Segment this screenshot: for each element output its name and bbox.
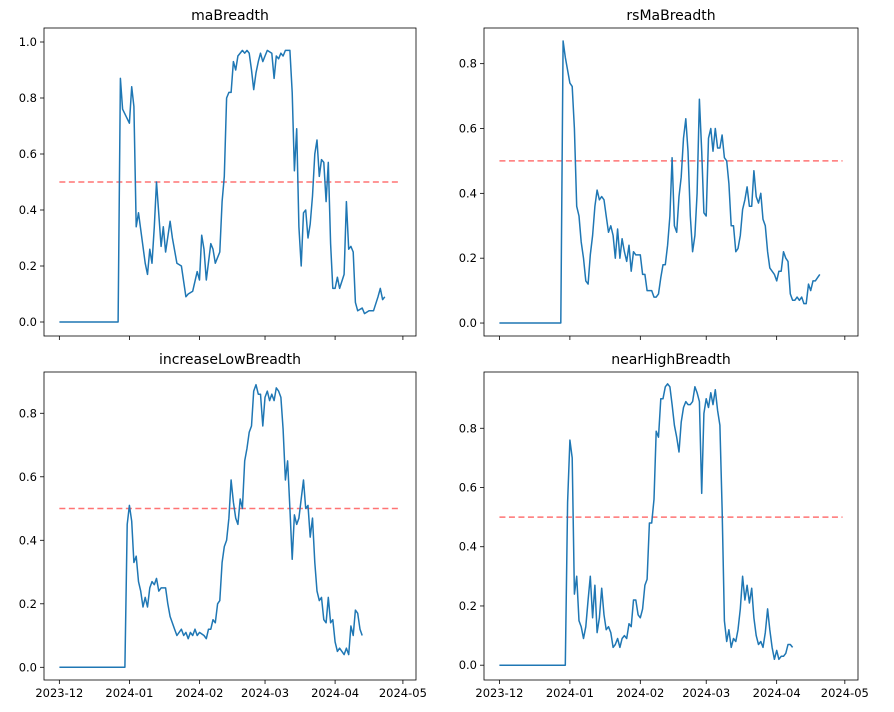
chart-panel-increaseLowBreadth: increaseLowBreadth 0.0 0.2 0.4 0.6 0.8 2023-12… xyxy=(19,352,427,700)
x-tick-label: 2024-01 xyxy=(546,686,594,700)
chart-panel-rsMaBreadth: rsMaBreadth 0.0 0.2 0.4 0.6 0.8 xyxy=(459,8,859,340)
chart-title: increaseLowBreadth xyxy=(159,352,301,368)
series-line xyxy=(59,49,386,323)
y-tick-label: 0.4 xyxy=(19,203,37,217)
y-tick-label: 0.0 xyxy=(19,660,37,674)
y-tick-label: 0.8 xyxy=(19,91,37,105)
chart-title: maBreadth xyxy=(191,8,269,24)
y-tick-label: 0.0 xyxy=(459,658,477,672)
series-line xyxy=(499,383,794,666)
x-tick-label: 2024-05 xyxy=(821,686,869,700)
x-tick-label: 2024-03 xyxy=(682,686,730,700)
x-tick-label: 2024-01 xyxy=(105,686,153,700)
x-tick-label: 2024-04 xyxy=(753,686,801,700)
x-tick-label: 2023-12 xyxy=(475,686,523,700)
x-tick-label: 2024-04 xyxy=(311,686,359,700)
chart-title: nearHighBreadth xyxy=(611,352,731,368)
y-tick-label: 0.8 xyxy=(19,406,37,420)
axes-frame xyxy=(483,27,859,337)
x-tick-label: 2023-12 xyxy=(35,686,83,700)
y-tick-label: 0.8 xyxy=(459,421,477,435)
y-tick-label: 0.2 xyxy=(459,599,477,613)
y-tick-label: 1.0 xyxy=(19,35,37,49)
series-line xyxy=(499,40,821,324)
axes-frame xyxy=(483,371,859,681)
x-tick-label: 2024-05 xyxy=(379,686,427,700)
chart-title: rsMaBreadth xyxy=(626,8,715,24)
y-tick-label: 0.2 xyxy=(19,597,37,611)
chart-panel-maBreadth: maBreadth 0.0 0.2 0.4 0.6 0.8 1.0 xyxy=(19,8,417,340)
axes-frame xyxy=(43,371,417,681)
y-tick-label: 0.2 xyxy=(459,251,477,265)
y-tick-label: 0.6 xyxy=(459,481,477,495)
y-tick-label: 0.0 xyxy=(19,315,37,329)
x-tick-label: 2024-02 xyxy=(175,686,223,700)
y-tick-label: 0.2 xyxy=(19,259,37,273)
y-tick-label: 0.0 xyxy=(459,316,477,330)
y-tick-label: 0.6 xyxy=(19,470,37,484)
x-tick-label: 2024-03 xyxy=(241,686,289,700)
series-line xyxy=(59,383,363,669)
y-tick-label: 0.8 xyxy=(459,57,477,71)
y-tick-label: 0.6 xyxy=(459,122,477,136)
y-tick-label: 0.4 xyxy=(19,533,37,547)
axes-frame xyxy=(43,27,417,337)
y-tick-label: 0.4 xyxy=(459,540,477,554)
chart-panel-nearHighBreadth: nearHighBreadth 0.0 0.2 0.4 0.6 0.8 2023-12 202… xyxy=(459,352,869,700)
y-tick-label: 0.6 xyxy=(19,147,37,161)
x-tick-label: 2024-02 xyxy=(616,686,664,700)
y-tick-label: 0.4 xyxy=(459,186,477,200)
